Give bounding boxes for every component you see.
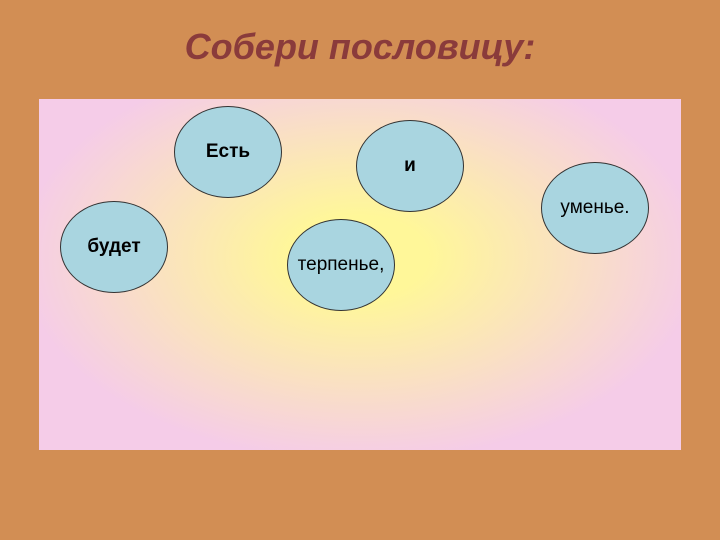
word-circle[interactable]: уменье. <box>541 162 649 254</box>
slide-title: Собери пословицу: <box>0 26 720 68</box>
slide: Собери пословицу: Есть и уменье. будет терпе… <box>0 0 720 540</box>
word-circle[interactable]: Есть <box>174 106 282 198</box>
word-label: уменье. <box>560 197 629 219</box>
word-circle[interactable]: терпенье, <box>287 219 395 311</box>
activity-canvas: Есть и уменье. будет терпенье, <box>39 99 681 450</box>
word-label: и <box>404 155 416 177</box>
word-label: терпенье, <box>298 254 385 276</box>
word-circle[interactable]: будет <box>60 201 168 293</box>
word-label: Есть <box>206 141 250 163</box>
word-label: будет <box>87 236 140 258</box>
word-circle[interactable]: и <box>356 120 464 212</box>
